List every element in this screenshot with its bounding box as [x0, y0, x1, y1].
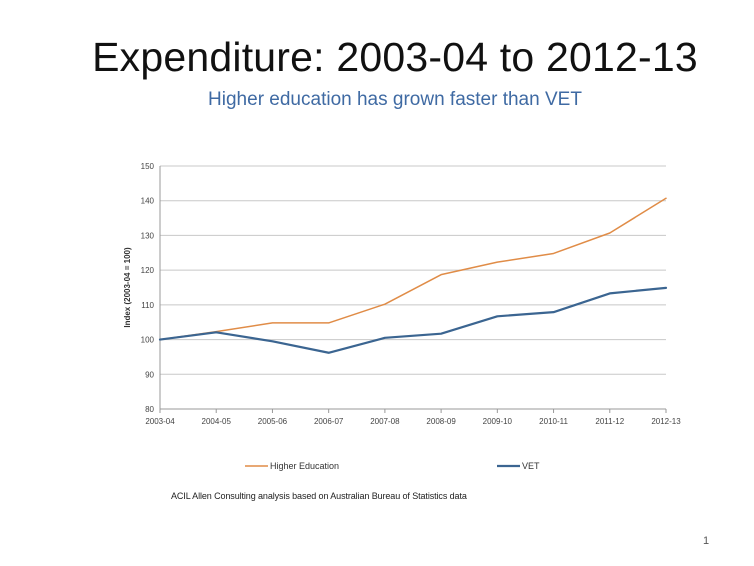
slide-title: Expenditure: 2003-04 to 2012-13 — [92, 34, 698, 80]
source-note: ACIL Allen Consulting analysis based on … — [171, 491, 467, 501]
series-line-vet — [158, 286, 668, 354]
x-tick-label: 2004-05 — [202, 417, 232, 426]
axes: 80 90 100 110 120 130 140 150 2003-04 2004-05 2005… — [123, 162, 681, 426]
y-tick-label: 90 — [145, 370, 154, 379]
y-tick-label: 80 — [145, 405, 154, 414]
series-line-higher-education — [159, 197, 667, 341]
x-tick-label: 2003-04 — [145, 417, 175, 426]
x-tick-label: 2008-09 — [426, 417, 456, 426]
page-number: 1 — [703, 535, 710, 547]
x-tick-label: 2005-06 — [258, 417, 288, 426]
x-tick-label: 2007-08 — [370, 417, 400, 426]
y-tick-label: 120 — [141, 266, 155, 275]
y-tick-label: 140 — [141, 197, 155, 206]
slide-subtitle: Higher education has grown faster than V… — [208, 89, 582, 110]
legend-label: Higher Education — [270, 461, 339, 471]
y-tick-label: 110 — [141, 301, 154, 310]
x-tick-label: 2010-11 — [539, 417, 568, 426]
legend-label: VET — [522, 461, 540, 471]
y-tick-label: 100 — [141, 336, 155, 345]
legend: Higher Education VET — [245, 461, 540, 471]
y-tick-label: 130 — [141, 231, 155, 240]
x-tick-label: 2009-10 — [483, 417, 513, 426]
y-tick-label: 150 — [141, 162, 155, 171]
gridlines — [160, 165, 666, 375]
x-tick-label: 2011-12 — [595, 417, 624, 426]
series-lines — [158, 197, 668, 354]
x-tick-label: 2006-07 — [314, 417, 344, 426]
x-tick-label: 2012-13 — [651, 417, 681, 426]
y-axis-label: Index (2003-04 = 100) — [123, 247, 132, 328]
